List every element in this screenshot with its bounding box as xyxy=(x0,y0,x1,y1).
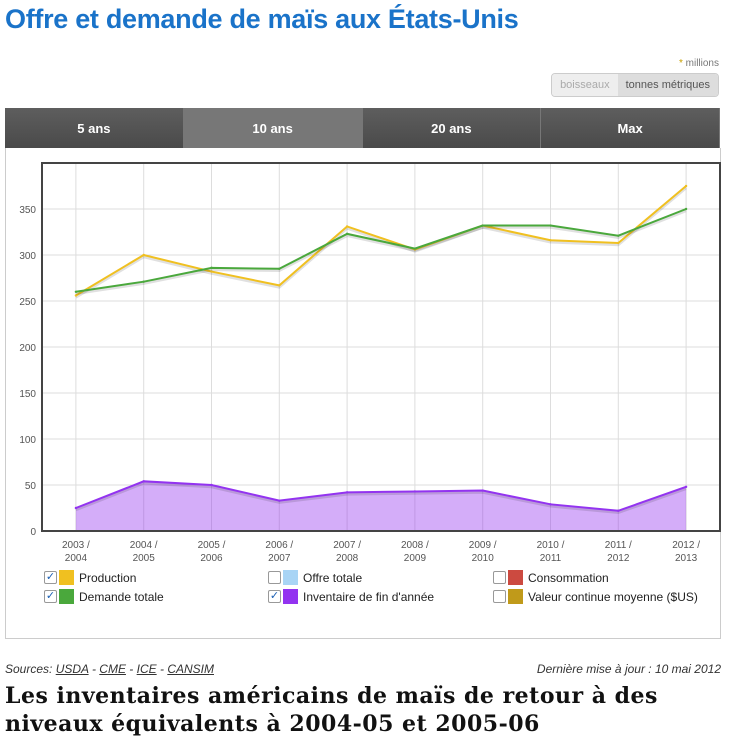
legend-label: Valeur continue moyenne ($US) xyxy=(528,589,698,604)
legend-label: Consommation xyxy=(528,570,609,585)
y-tick-label: 300 xyxy=(19,251,36,262)
page-title: Offre et demande de maïs aux États-Unis xyxy=(5,4,519,34)
legend-checkbox[interactable]: ✓ xyxy=(44,571,57,584)
data-point xyxy=(481,489,484,492)
series-line-demande-totale xyxy=(75,208,687,293)
last-updated: Dernière mise à jour : 10 mai 2012 xyxy=(536,662,721,676)
data-point xyxy=(210,483,213,487)
legend-label: Inventaire de fin d'année xyxy=(303,589,435,604)
line-chart: 0 50 100 150 200 250 300 350 2003 /2004 2004 /200… xyxy=(19,162,721,564)
data-point xyxy=(74,294,78,297)
x-tick-label: 2012 /2013 xyxy=(672,540,700,564)
tab-10-ans[interactable]: 10 ans xyxy=(183,108,363,148)
data-point xyxy=(210,270,213,273)
source-link-cansim[interactable]: CANSIM xyxy=(167,662,214,676)
data-point xyxy=(74,506,78,510)
unit-toggle[interactable]: boisseaux tonnes métriques xyxy=(551,73,719,97)
legend-item[interactable]: Consommation xyxy=(493,570,609,585)
data-point xyxy=(74,290,78,293)
series-line-inventaire-de-fin-d-ann-e xyxy=(75,480,687,512)
data-point xyxy=(617,241,620,245)
series-shadow xyxy=(75,209,687,296)
source-link-ice[interactable]: ICE xyxy=(136,662,157,676)
y-tick-label: 200 xyxy=(19,343,36,354)
legend-checkbox[interactable] xyxy=(493,590,506,603)
x-tick-label: 2011 /2012 xyxy=(605,540,632,564)
legend-checkbox[interactable]: ✓ xyxy=(268,590,281,603)
area-inventaire-de-fin-d-ann-e xyxy=(75,481,687,531)
tab-20-ans[interactable]: 20 ans xyxy=(362,108,542,148)
data-point xyxy=(142,480,145,483)
x-tick-label: 2004 /2005 xyxy=(130,540,158,564)
source-link-usda[interactable]: USDA xyxy=(55,662,89,676)
unit-bushels-button[interactable]: boisseaux xyxy=(552,74,618,96)
legend-swatch xyxy=(283,570,298,585)
x-tick-label: 2005 /2006 xyxy=(198,540,226,564)
data-point xyxy=(481,224,484,227)
data-point xyxy=(210,266,213,270)
data-point xyxy=(549,224,552,227)
legend-item[interactable]: ✓ Demande totale xyxy=(44,589,164,604)
legend-swatch xyxy=(508,570,523,585)
data-point xyxy=(549,239,552,242)
data-point xyxy=(278,267,281,270)
units-note: * millions xyxy=(678,58,719,69)
data-point xyxy=(345,225,349,228)
data-point xyxy=(413,247,417,250)
tab-max[interactable]: Max xyxy=(541,108,720,148)
x-tick-label: 2003 /2004 xyxy=(62,540,90,564)
series-shadow xyxy=(75,482,687,515)
data-point xyxy=(278,284,281,287)
source-link-cme[interactable]: CME xyxy=(99,662,126,676)
x-tick-label: 2008 /2009 xyxy=(401,540,429,564)
data-point xyxy=(345,491,349,494)
x-tick-label: 2006 /2007 xyxy=(265,540,293,564)
x-tick-label: 2007 /2008 xyxy=(333,540,361,564)
legend-checkbox[interactable] xyxy=(268,571,281,584)
legend-checkbox[interactable]: ✓ xyxy=(44,590,57,603)
legend-label: Production xyxy=(79,570,137,585)
y-tick-label: 100 xyxy=(19,435,36,446)
y-tick-label: 350 xyxy=(19,205,36,216)
y-tick-label: 150 xyxy=(19,389,36,400)
data-point xyxy=(549,503,552,506)
y-tick-label: 50 xyxy=(25,481,37,492)
legend-item[interactable]: Offre totale xyxy=(268,570,362,585)
data-point xyxy=(413,490,417,493)
data-point xyxy=(617,234,620,237)
y-tick-label: 250 xyxy=(19,297,36,308)
legend-swatch xyxy=(283,589,298,604)
x-tick-label: 2010 /2011 xyxy=(537,540,565,564)
legend-item[interactable]: ✓ Production xyxy=(44,570,136,585)
x-tick-label: 2009 /2010 xyxy=(469,540,497,564)
series-shadow xyxy=(75,187,687,299)
legend-checkbox[interactable] xyxy=(493,571,506,584)
legend-label: Offre totale xyxy=(303,570,363,585)
data-point xyxy=(345,232,349,236)
legend-swatch xyxy=(508,589,523,604)
data-point xyxy=(142,253,145,257)
legend-swatch xyxy=(59,589,74,604)
legend-swatch xyxy=(59,570,74,585)
y-tick-label: 0 xyxy=(30,527,36,538)
data-point xyxy=(278,499,281,502)
data-point xyxy=(684,207,688,211)
sources: Sources: USDA - CME - ICE - CANSIM xyxy=(5,662,214,676)
legend-label: Demande totale xyxy=(79,589,164,604)
data-point xyxy=(142,280,145,283)
period-tabs: 5 ans 10 ans 20 ans Max xyxy=(5,108,720,148)
series-line-production xyxy=(75,185,687,297)
data-point xyxy=(684,485,688,489)
plot-border xyxy=(41,162,721,532)
legend-item[interactable]: Valeur continue moyenne ($US) xyxy=(493,589,698,604)
article-headline[interactable]: Les inventaires américains de maïs de re… xyxy=(5,683,658,737)
unit-tonnes-button[interactable]: tonnes métriques xyxy=(617,74,718,96)
tab-5-ans[interactable]: 5 ans xyxy=(5,108,184,148)
legend-item[interactable]: ✓ Inventaire de fin d'année xyxy=(268,589,434,604)
data-point xyxy=(617,509,620,512)
data-point xyxy=(684,184,688,188)
